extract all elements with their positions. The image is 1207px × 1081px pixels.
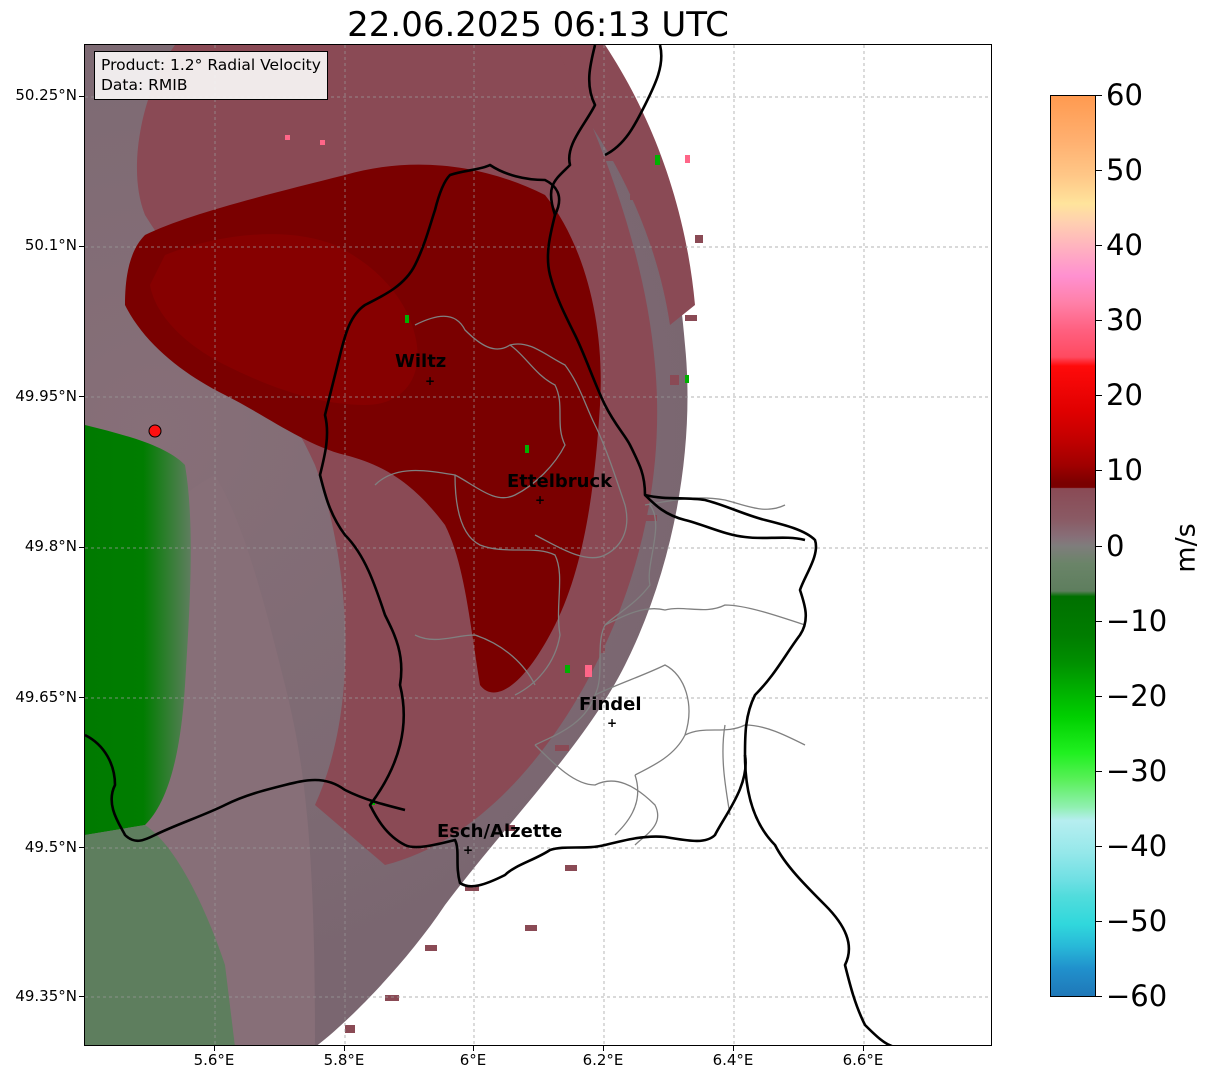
- city-marker-icon: +: [425, 374, 436, 388]
- city-marker-icon: +: [535, 493, 546, 507]
- y-tick-label: 49.35°N: [15, 987, 77, 1005]
- x-tick-label: 6.4°E: [712, 1051, 754, 1069]
- y-tick-mark: [79, 996, 84, 997]
- city-label: Findel: [579, 694, 642, 715]
- city-marker-icon: +: [463, 843, 474, 857]
- x-tick-label: 6.6°E: [842, 1051, 884, 1069]
- border-belgium-north: [604, 45, 663, 157]
- x-tick-label: 6.2°E: [582, 1051, 624, 1069]
- canton-borders: [374, 315, 806, 846]
- city-label: Wiltz: [395, 351, 447, 372]
- x-tick-label: 5.6°E: [193, 1051, 235, 1069]
- colorbar-tick-label: 40: [1106, 228, 1143, 262]
- city-marker-icon: +: [607, 716, 618, 730]
- city-findel[interactable]: Findel +: [579, 694, 642, 730]
- colorbar-tick-label: 30: [1106, 303, 1143, 337]
- city-ettelbruck[interactable]: Ettelbruck +: [507, 471, 613, 507]
- border-luxembourg: [318, 163, 818, 888]
- y-tick-label: 49.65°N: [15, 688, 77, 706]
- echo-approaching: [85, 425, 191, 835]
- colorbar-tick-label: 10: [1106, 453, 1143, 487]
- colorbar-tick-mark: [1096, 546, 1102, 547]
- echo-strong-core: [150, 234, 418, 405]
- colorbar-tick-mark: [1096, 696, 1102, 697]
- colorbar-tick-label: −10: [1106, 604, 1168, 638]
- grid-lines: [85, 45, 991, 1045]
- radar-site: [148, 424, 162, 438]
- colorbar-tick-label: 0: [1106, 529, 1125, 563]
- map-title: 22.06.2025 06:13 UTC: [347, 5, 729, 45]
- x-tick-mark: [473, 1046, 474, 1051]
- colorbar-unit-label: m/s: [1170, 523, 1202, 573]
- border-east: [743, 754, 893, 1045]
- colorbar-tick-mark: [1096, 846, 1102, 847]
- y-tick-label: 50.25°N: [15, 86, 77, 104]
- city-label: Ettelbruck: [507, 471, 613, 492]
- colorbar-tick-mark: [1096, 170, 1102, 171]
- echo-pink-speckle: [285, 135, 690, 677]
- colorbar-tick-mark: [1096, 470, 1102, 471]
- x-tick-mark: [733, 1046, 734, 1051]
- colorbar-tick-label: −40: [1106, 829, 1168, 863]
- colorbar-tick-label: −20: [1106, 679, 1168, 713]
- y-tick-mark: [79, 847, 84, 848]
- y-tick-label: 49.95°N: [15, 387, 77, 405]
- border-germany: [549, 45, 806, 542]
- colorbar-tick-label: −30: [1106, 754, 1168, 788]
- echo-field-fringe: [525, 45, 695, 325]
- city-esch-alzette[interactable]: Esch/Alzette +: [437, 821, 563, 857]
- y-tick-label: 50.1°N: [24, 236, 77, 254]
- colorbar-tick-mark: [1096, 621, 1102, 622]
- colorbar-tick-mark: [1096, 395, 1102, 396]
- x-tick-label: 5.8°E: [323, 1051, 365, 1069]
- colorbar-tick-mark: [1096, 921, 1102, 922]
- y-tick-mark: [79, 396, 84, 397]
- colorbar-tick-label: −50: [1106, 904, 1168, 938]
- product-info-box: Product: 1.2° Radial Velocity Data: RMIB: [94, 51, 328, 100]
- country-borders: [85, 45, 893, 1045]
- colorbar-tick-label: 60: [1106, 78, 1143, 112]
- velocity-colorbar: [1050, 95, 1096, 997]
- y-tick-label: 49.5°N: [24, 838, 77, 856]
- x-tick-mark: [214, 1046, 215, 1051]
- city-label: Esch/Alzette: [437, 821, 563, 842]
- colorbar-tick-mark: [1096, 95, 1102, 96]
- x-tick-mark: [603, 1046, 604, 1051]
- y-tick-mark: [79, 547, 84, 548]
- colorbar-tick-label: 20: [1106, 378, 1143, 412]
- y-tick-mark: [79, 697, 84, 698]
- echo-approaching-weak: [85, 825, 235, 1045]
- colorbar-tick-mark: [1096, 996, 1102, 997]
- data-source-label: Data: RMIB: [101, 76, 188, 94]
- radar-map-canvas: [85, 45, 991, 1045]
- city-wiltz[interactable]: Wiltz +: [395, 351, 447, 388]
- radar-map[interactable]: Wiltz + Ettelbruck + Findel + Esch/Alzet…: [84, 44, 992, 1046]
- y-tick-mark: [79, 246, 84, 247]
- colorbar-tick-label: 50: [1106, 153, 1143, 187]
- border-france: [85, 733, 406, 843]
- x-tick-mark: [863, 1046, 864, 1051]
- colorbar-tick-label: −60: [1106, 979, 1168, 1013]
- colorbar-tick-mark: [1096, 320, 1102, 321]
- x-tick-label: 6°E: [459, 1051, 487, 1069]
- product-label: Product: 1.2° Radial Velocity: [101, 56, 321, 74]
- y-tick-label: 49.8°N: [24, 537, 77, 555]
- x-tick-mark: [344, 1046, 345, 1051]
- y-tick-mark: [79, 96, 84, 97]
- colorbar-tick-mark: [1096, 245, 1102, 246]
- colorbar-tick-mark: [1096, 771, 1102, 772]
